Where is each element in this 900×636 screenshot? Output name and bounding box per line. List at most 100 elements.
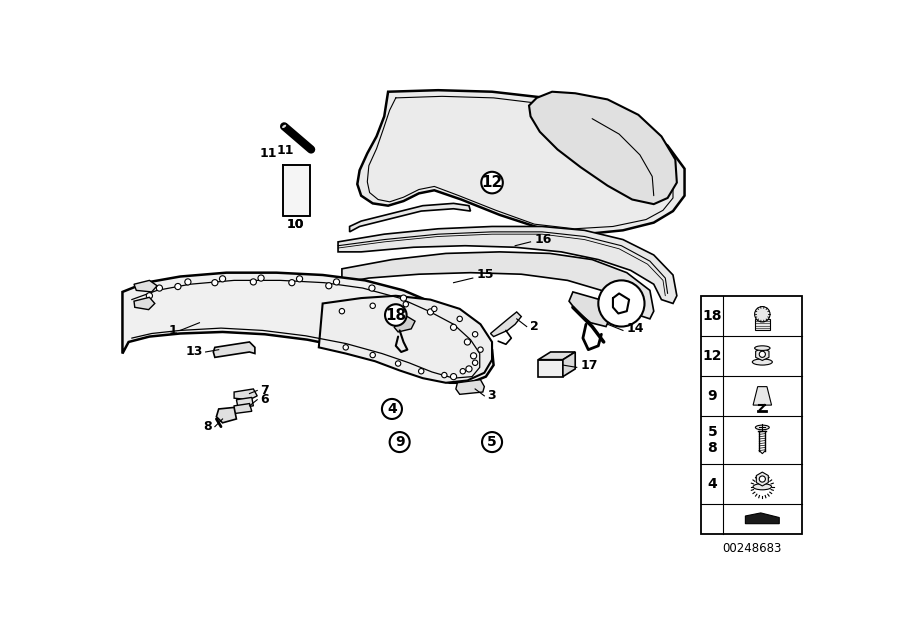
Polygon shape (234, 404, 252, 413)
Circle shape (212, 280, 218, 286)
Circle shape (428, 309, 434, 315)
Circle shape (370, 303, 375, 308)
Polygon shape (213, 342, 255, 357)
Polygon shape (342, 252, 653, 319)
Circle shape (472, 331, 478, 337)
Text: 5
8: 5 8 (707, 425, 717, 455)
Text: 17: 17 (580, 359, 598, 371)
Polygon shape (134, 280, 158, 292)
Circle shape (157, 285, 163, 291)
Polygon shape (134, 297, 155, 310)
Polygon shape (491, 312, 521, 336)
Text: 12: 12 (703, 349, 722, 363)
Circle shape (451, 324, 456, 331)
Circle shape (382, 399, 402, 419)
Circle shape (296, 276, 302, 282)
Circle shape (333, 279, 339, 285)
Circle shape (457, 316, 463, 322)
Circle shape (482, 172, 503, 193)
Circle shape (451, 373, 456, 380)
Circle shape (482, 432, 502, 452)
Circle shape (598, 280, 644, 326)
Circle shape (289, 280, 295, 286)
Circle shape (472, 360, 478, 366)
Polygon shape (562, 352, 575, 377)
Circle shape (175, 284, 181, 289)
Circle shape (339, 308, 345, 314)
Text: 18: 18 (385, 308, 407, 322)
Polygon shape (338, 226, 677, 303)
Polygon shape (538, 360, 562, 377)
Circle shape (390, 432, 410, 452)
Text: 6: 6 (260, 393, 269, 406)
Circle shape (370, 352, 375, 358)
Polygon shape (237, 398, 254, 408)
Circle shape (395, 361, 400, 366)
Circle shape (220, 276, 226, 282)
Circle shape (760, 476, 765, 482)
Text: 3: 3 (488, 389, 496, 403)
Bar (701, 296, 802, 534)
Text: 9: 9 (707, 389, 717, 403)
Text: 16: 16 (535, 233, 552, 246)
Circle shape (754, 307, 770, 322)
Circle shape (250, 279, 256, 285)
Circle shape (466, 366, 472, 372)
Polygon shape (456, 380, 484, 394)
Circle shape (369, 285, 375, 291)
Polygon shape (216, 408, 237, 423)
Polygon shape (319, 296, 492, 383)
Circle shape (385, 304, 407, 326)
Polygon shape (357, 90, 685, 234)
Circle shape (184, 279, 191, 285)
Polygon shape (756, 348, 769, 361)
Text: 5: 5 (487, 435, 497, 449)
Polygon shape (753, 387, 771, 405)
Text: 10: 10 (287, 218, 304, 231)
Circle shape (460, 368, 465, 374)
Circle shape (343, 345, 348, 350)
Polygon shape (529, 92, 677, 204)
Text: 9: 9 (395, 435, 404, 449)
Ellipse shape (755, 425, 770, 430)
Text: 14: 14 (626, 322, 644, 335)
Polygon shape (569, 292, 611, 326)
Polygon shape (538, 352, 575, 360)
Text: 4: 4 (707, 476, 717, 490)
Polygon shape (756, 472, 769, 486)
Text: 18: 18 (703, 309, 722, 323)
Text: 15: 15 (477, 268, 494, 282)
Circle shape (403, 301, 409, 307)
Polygon shape (349, 204, 471, 232)
Ellipse shape (754, 346, 770, 350)
Circle shape (760, 351, 765, 357)
Circle shape (432, 306, 437, 312)
Text: 13: 13 (185, 345, 202, 359)
Polygon shape (234, 389, 257, 399)
Circle shape (326, 282, 332, 289)
Circle shape (147, 293, 152, 299)
Circle shape (400, 295, 407, 301)
Polygon shape (122, 273, 493, 383)
Text: 4: 4 (387, 402, 397, 416)
Text: 7: 7 (260, 384, 269, 397)
Polygon shape (394, 317, 415, 332)
Circle shape (464, 339, 471, 345)
Circle shape (471, 353, 477, 359)
Polygon shape (745, 513, 779, 523)
Text: 8: 8 (203, 420, 212, 433)
Text: 11: 11 (277, 144, 294, 156)
Circle shape (418, 368, 424, 374)
Ellipse shape (282, 124, 287, 128)
Text: 2: 2 (530, 320, 538, 333)
Text: 1: 1 (168, 324, 177, 337)
Ellipse shape (753, 483, 771, 490)
Circle shape (478, 347, 483, 352)
Ellipse shape (752, 359, 772, 365)
Bar (754, 319, 770, 329)
Circle shape (442, 373, 447, 378)
Text: 00248683: 00248683 (722, 542, 781, 555)
Circle shape (258, 275, 264, 281)
Text: 12: 12 (482, 175, 503, 190)
Text: 10: 10 (287, 218, 304, 231)
